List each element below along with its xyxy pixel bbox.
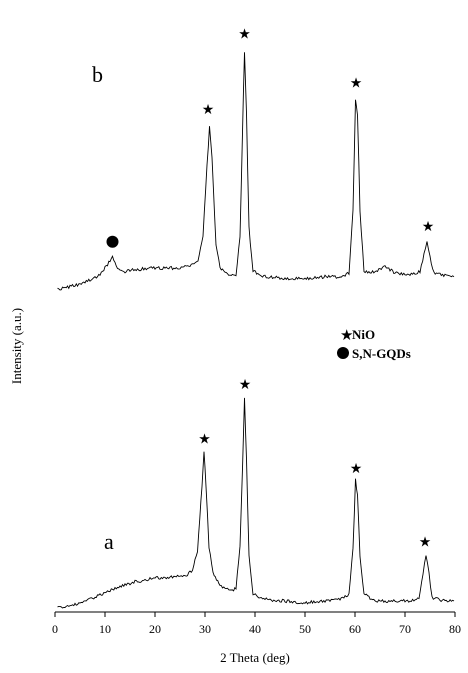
- trace-label-a: a: [104, 529, 114, 554]
- legend-label-sngqds: S,N-GQDs: [352, 346, 411, 361]
- x-axis-title: 2 Theta (deg): [220, 650, 290, 665]
- peak-marker-star-b-1: ★: [202, 103, 215, 118]
- legend-star-icon: ★: [340, 328, 353, 344]
- peak-markers: ★ ★ ★ ★ ★ ★ ★ ★: [106, 28, 435, 551]
- peak-marker-star-a-1: ★: [239, 378, 252, 393]
- traces: [57, 52, 455, 609]
- legend: ★ NiO S,N-GQDs: [337, 327, 411, 361]
- x-tick-label-80: 80: [449, 622, 461, 636]
- peak-marker-star-b-4: ★: [422, 220, 435, 235]
- legend-label-nio: NiO: [352, 327, 375, 342]
- x-tick-label-70: 70: [399, 622, 411, 636]
- legend-circle-icon: [337, 347, 349, 359]
- peak-marker-star-a-2: ★: [350, 462, 363, 477]
- x-tick-label-0: 0: [52, 622, 58, 636]
- y-axis-title: Intensity (a.u.): [9, 308, 24, 384]
- x-tick-label-10: 10: [99, 622, 111, 636]
- x-tick-label-60: 60: [349, 622, 361, 636]
- x-axis-ticks: 0 10 20 30 40 50 60 70 80: [52, 612, 461, 636]
- peak-marker-circle-b-0: [106, 235, 119, 248]
- x-tick-label-50: 50: [299, 622, 311, 636]
- x-tick-label-40: 40: [249, 622, 261, 636]
- x-tick-label-30: 30: [199, 622, 211, 636]
- series-line-a: [57, 397, 455, 609]
- peak-marker-star-a-0: ★: [198, 432, 211, 447]
- peak-marker-star-b-2: ★: [238, 28, 251, 43]
- series-line-b: [57, 52, 455, 291]
- x-tick-label-20: 20: [149, 622, 161, 636]
- trace-label-b: b: [92, 62, 103, 87]
- peak-marker-star-a-3: ★: [419, 536, 432, 551]
- peak-marker-star-b-3: ★: [350, 77, 363, 92]
